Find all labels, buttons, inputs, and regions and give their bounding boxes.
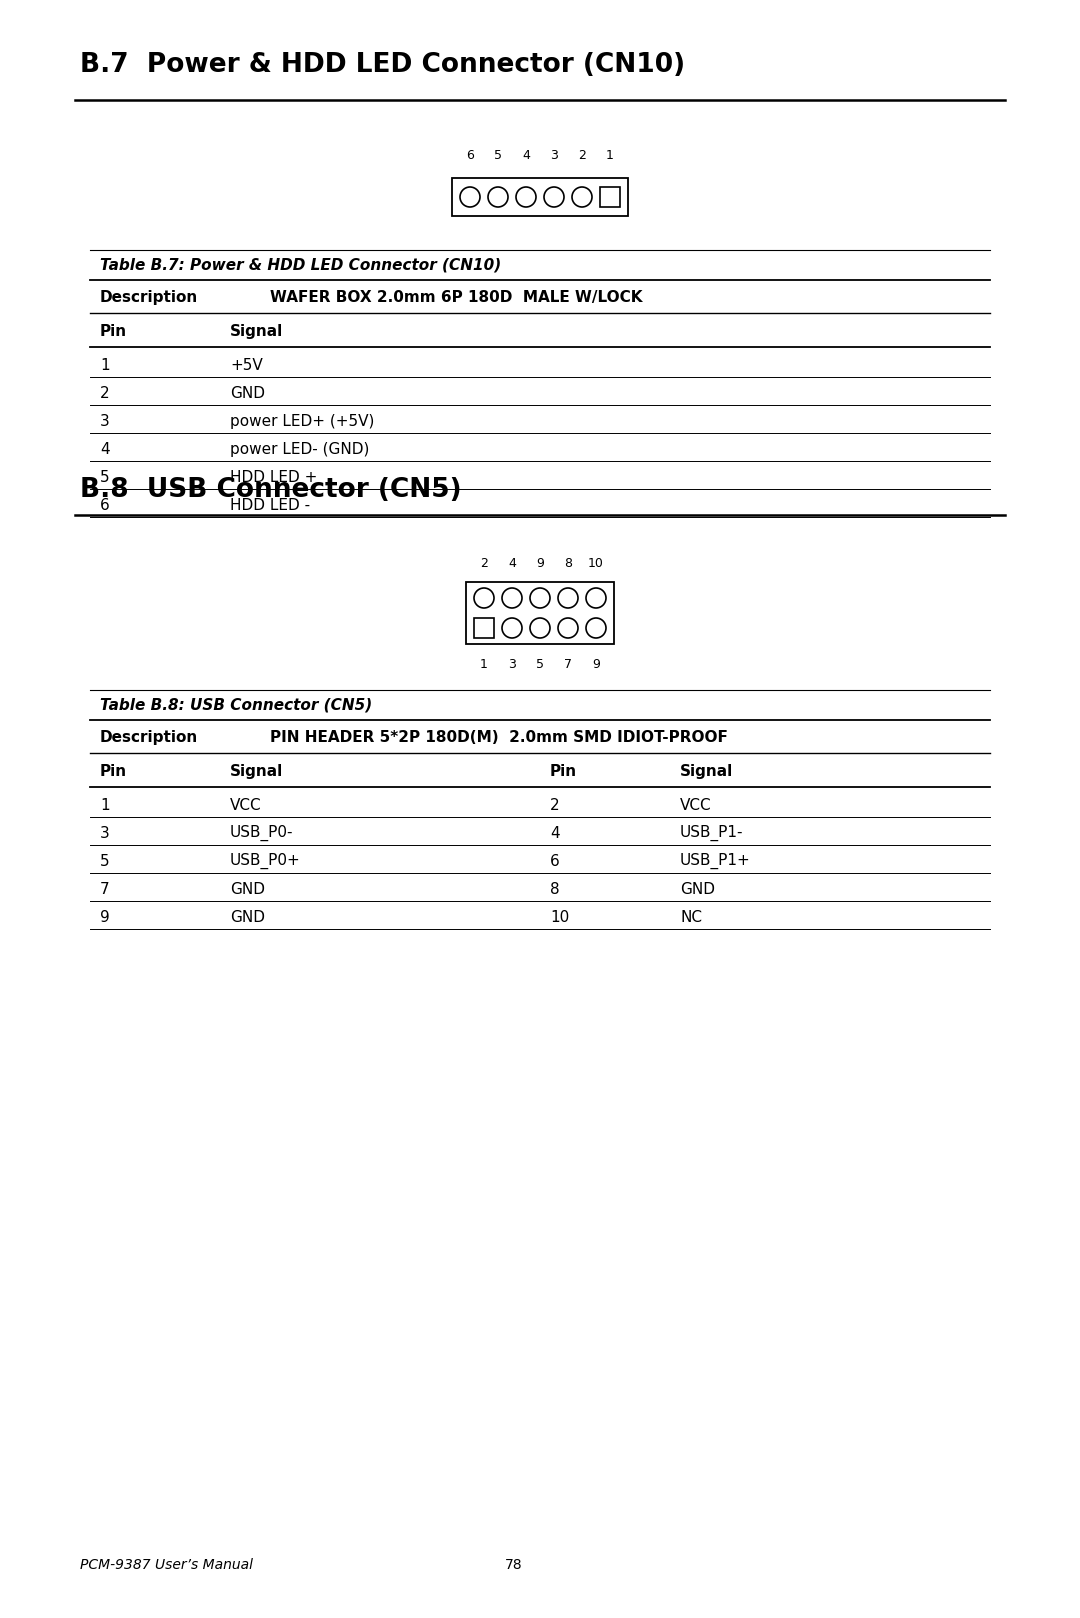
Circle shape — [572, 188, 592, 207]
Text: 1: 1 — [100, 798, 110, 812]
Text: 10: 10 — [589, 557, 604, 570]
Text: 5: 5 — [100, 854, 110, 869]
Text: B.8  USB Connector (CN5): B.8 USB Connector (CN5) — [80, 477, 461, 503]
Text: power LED+ (+5V): power LED+ (+5V) — [230, 414, 375, 429]
Text: USB_P0+: USB_P0+ — [230, 853, 300, 869]
Text: WAFER BOX 2.0mm 6P 180D  MALE W/LOCK: WAFER BOX 2.0mm 6P 180D MALE W/LOCK — [270, 290, 643, 304]
Text: HDD LED +: HDD LED + — [230, 469, 318, 484]
Text: 2: 2 — [100, 385, 110, 401]
Text: VCC: VCC — [680, 798, 712, 812]
Text: Description: Description — [100, 290, 199, 304]
Text: Table B.8: USB Connector (CN5): Table B.8: USB Connector (CN5) — [100, 697, 373, 712]
Text: USB_P1+: USB_P1+ — [680, 853, 751, 869]
Circle shape — [474, 587, 494, 608]
Text: HDD LED -: HDD LED - — [230, 497, 310, 513]
Text: 5: 5 — [100, 469, 110, 484]
Text: 6: 6 — [467, 149, 474, 162]
Text: 3: 3 — [100, 825, 110, 840]
Bar — [453, 178, 627, 215]
Text: 5: 5 — [536, 659, 544, 671]
Text: Signal: Signal — [680, 764, 733, 778]
Text: PCM-9387 User’s Manual: PCM-9387 User’s Manual — [80, 1558, 253, 1573]
Text: 10: 10 — [550, 909, 569, 924]
Text: NC: NC — [680, 909, 702, 924]
Text: 2: 2 — [578, 149, 586, 162]
Text: Signal: Signal — [230, 764, 283, 778]
Text: 8: 8 — [550, 882, 559, 896]
Text: Description: Description — [100, 730, 199, 744]
Text: 3: 3 — [550, 149, 558, 162]
Text: GND: GND — [230, 882, 265, 896]
Text: 4: 4 — [550, 825, 559, 840]
Text: Pin: Pin — [100, 764, 127, 778]
Text: Pin: Pin — [100, 324, 127, 338]
Circle shape — [488, 188, 508, 207]
Text: 3: 3 — [508, 659, 516, 671]
Text: USB_P1-: USB_P1- — [680, 825, 743, 841]
Circle shape — [586, 587, 606, 608]
Circle shape — [502, 618, 522, 637]
Text: 6: 6 — [100, 497, 110, 513]
Text: 1: 1 — [100, 358, 110, 372]
Text: 4: 4 — [508, 557, 516, 570]
Circle shape — [558, 587, 578, 608]
Text: 2: 2 — [481, 557, 488, 570]
Text: 1: 1 — [481, 659, 488, 671]
Text: GND: GND — [230, 385, 265, 401]
Circle shape — [460, 188, 480, 207]
Text: 4: 4 — [522, 149, 530, 162]
Text: 9: 9 — [592, 659, 599, 671]
Text: PIN HEADER 5*2P 180D(M)  2.0mm SMD IDIOT-PROOF: PIN HEADER 5*2P 180D(M) 2.0mm SMD IDIOT-… — [270, 730, 728, 744]
Circle shape — [530, 618, 550, 637]
Circle shape — [586, 618, 606, 637]
Circle shape — [502, 587, 522, 608]
Text: +5V: +5V — [230, 358, 262, 372]
Text: power LED- (GND): power LED- (GND) — [230, 442, 369, 456]
Text: 8: 8 — [564, 557, 572, 570]
Text: 9: 9 — [100, 909, 110, 924]
Text: Signal: Signal — [230, 324, 283, 338]
Text: 7: 7 — [100, 882, 110, 896]
Text: GND: GND — [680, 882, 715, 896]
Text: Table B.7: Power & HDD LED Connector (CN10): Table B.7: Power & HDD LED Connector (CN… — [100, 257, 501, 272]
Text: USB_P0-: USB_P0- — [230, 825, 294, 841]
Text: 7: 7 — [564, 659, 572, 671]
Text: VCC: VCC — [230, 798, 261, 812]
Bar — [474, 618, 494, 637]
Text: 3: 3 — [100, 414, 110, 429]
Text: 1: 1 — [606, 149, 613, 162]
Text: 5: 5 — [494, 149, 502, 162]
Text: 2: 2 — [550, 798, 559, 812]
Text: 6: 6 — [550, 854, 559, 869]
Circle shape — [544, 188, 564, 207]
Circle shape — [516, 188, 536, 207]
Text: B.7  Power & HDD LED Connector (CN10): B.7 Power & HDD LED Connector (CN10) — [80, 52, 685, 78]
Text: 9: 9 — [536, 557, 544, 570]
Text: GND: GND — [230, 909, 265, 924]
Text: 78: 78 — [505, 1558, 523, 1573]
Text: Pin: Pin — [550, 764, 577, 778]
Text: 4: 4 — [100, 442, 110, 456]
Bar — [465, 582, 615, 644]
Circle shape — [530, 587, 550, 608]
Bar — [600, 188, 620, 207]
Circle shape — [558, 618, 578, 637]
